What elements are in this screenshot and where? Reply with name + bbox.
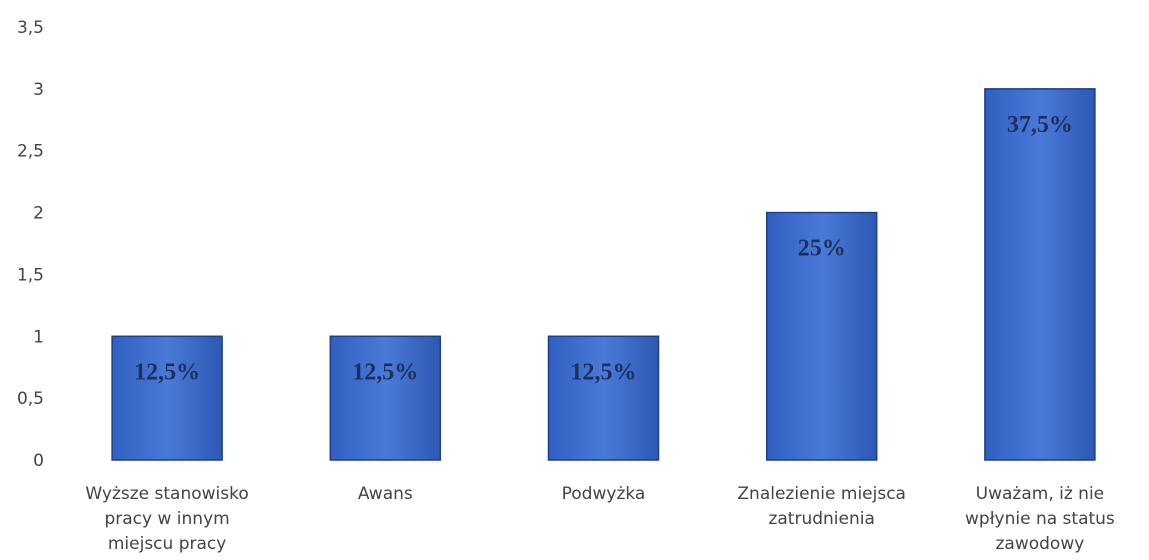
bar <box>765 211 878 461</box>
x-axis: Wyższe stanowisko pracy w innym miejscu pr… <box>85 484 1115 554</box>
bar <box>329 335 442 461</box>
bar <box>984 88 1096 461</box>
bars: 12,5% 12,5% 12,5% 25% 37,5% <box>111 88 1096 461</box>
data-label: 12,5% <box>352 359 418 385</box>
data-label: 12,5% <box>571 359 637 385</box>
data-label: 12,5% <box>134 359 200 385</box>
y-tick-label: 0,5 <box>17 389 44 409</box>
y-tick-label: 0 <box>33 451 44 471</box>
category-label: Znalezienie miejsca zatrudnienia <box>737 484 906 529</box>
bar <box>111 335 223 461</box>
y-tick-label: 2 <box>33 204 44 224</box>
category-label: Uważam, iż nie wpłynie na status zawodowy <box>965 484 1115 554</box>
category-label: Wyższe stanowisko pracy w innym miejscu pr… <box>85 484 248 554</box>
y-tick-label: 3,5 <box>17 18 44 38</box>
y-tick-label: 3 <box>33 80 44 100</box>
y-tick-label: 1 <box>33 327 44 347</box>
y-tick-label: 2,5 <box>17 142 44 162</box>
bar <box>547 335 660 461</box>
y-axis: 0 0,5 1 1,5 2 2,5 3 3,5 <box>17 18 44 471</box>
category-label: Podwyżka <box>562 484 646 504</box>
y-tick-label: 1,5 <box>17 265 44 285</box>
category-label: Awans <box>358 484 413 504</box>
data-label: 25% <box>798 236 846 262</box>
data-label: 37,5% <box>1007 112 1073 138</box>
